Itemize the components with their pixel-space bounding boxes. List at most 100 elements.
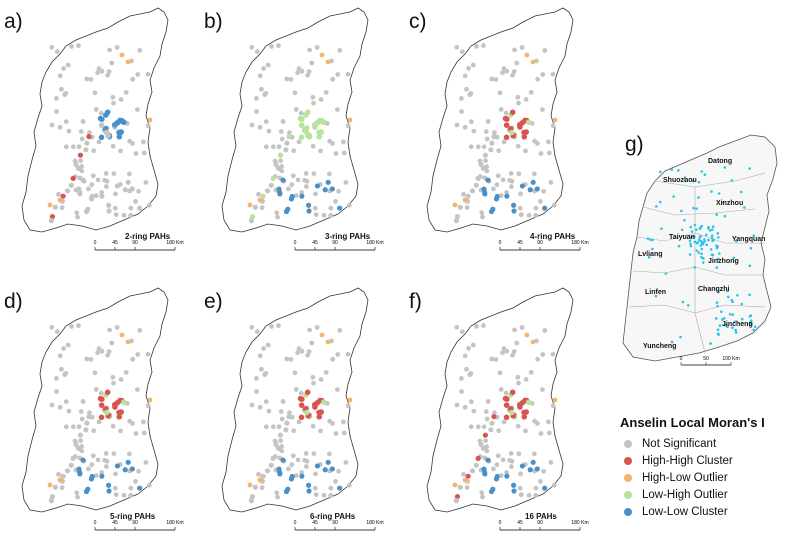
sample-point [508,409,515,416]
sample-point [527,187,533,193]
sample-point [284,356,290,362]
sample-point [716,328,720,331]
sample-point [278,438,283,444]
shanxi-map-f: 0 45 90 180 Km [426,287,589,531]
sample-point [519,183,526,189]
sample-point [528,89,534,95]
sample-point [268,462,274,468]
sample-point [335,72,341,77]
sample-point [83,427,89,433]
sample-point [56,471,61,477]
sample-point [481,144,487,150]
sample-point [516,380,521,386]
sample-point [57,477,63,483]
city-label-jinzhong: Jinzhong [708,258,739,265]
sample-point [481,466,487,472]
sample-point [133,199,138,204]
scale-bar-label: 45 [112,520,118,526]
sample-point [85,486,91,492]
sample-point [249,44,255,50]
sample-point [500,70,505,76]
scale-bar-label: 45 [312,240,318,246]
sample-point [319,52,325,58]
sample-point [91,428,97,434]
sample-point [249,402,255,408]
sample-point [110,94,116,100]
sample-point [118,148,123,154]
sample-point [733,320,737,323]
sample-point [304,178,310,184]
sample-point [80,177,86,183]
sample-point [310,143,316,149]
sample-point [93,107,99,112]
sample-point [525,399,532,406]
sample-point [494,462,500,468]
sample-point [103,409,110,416]
sample-point [123,89,129,95]
sample-point [118,377,124,382]
sample-point [655,205,658,208]
sample-point [318,428,323,434]
scale-bar-label: 0 [294,240,297,246]
sample-point [493,357,499,362]
sample-point [127,138,133,144]
sample-point [270,144,276,150]
sample-point [716,257,720,261]
sample-point [649,238,652,241]
sample-point [98,390,104,396]
sample-point [126,171,132,177]
sample-point [295,457,301,463]
sample-point [141,419,146,425]
sample-point [113,471,118,477]
sample-point [716,236,720,239]
sample-point [508,170,514,176]
sample-point [87,130,92,135]
sample-point [116,134,123,140]
sample-point [726,295,730,299]
sample-point [284,76,290,82]
legend-dot-low-low [624,507,632,516]
sample-point [503,390,509,396]
sample-point [540,352,546,357]
sample-point [752,328,755,332]
sample-point [145,71,151,77]
sample-point [137,205,143,211]
sample-point [276,186,282,192]
scale-bar-label: 180 Km [366,520,383,526]
legend-item-low-low: Low-Low Cluster [620,503,785,520]
sample-point [693,240,697,244]
sample-point [461,471,466,477]
sample-point [75,165,82,171]
sample-point [120,119,127,126]
sample-point [295,70,300,76]
sample-point [538,151,544,156]
sample-point [293,107,299,112]
sample-points [452,323,558,504]
sample-point [337,328,343,333]
sample-point [699,244,703,247]
sample-point [519,325,525,330]
sample-point [548,460,554,465]
sample-point [485,119,491,124]
sample-point [286,134,292,140]
legend-dot-low-high [624,490,632,499]
sample-point [284,140,290,146]
sample-point [697,251,701,254]
map-panel-f: 0 45 90 180 Km f) 16 PAHs [405,280,635,540]
sample-point [647,255,651,259]
sample-point [265,342,271,348]
sample-point [49,324,55,330]
map-panel-g: 0 50 100 Km g) Datong Shuozhou Xinzhou Tai… [615,125,785,370]
sample-point [518,492,524,498]
sample-point [715,213,719,216]
sample-point [135,352,141,357]
sample-point [753,325,757,329]
sample-point [646,237,650,240]
sample-point [295,350,300,356]
sample-point [111,121,118,128]
sample-point [515,94,521,100]
sample-point [74,210,80,216]
sample-point [695,249,699,252]
panel-label-b: b) [204,10,223,33]
sample-point [47,202,53,208]
